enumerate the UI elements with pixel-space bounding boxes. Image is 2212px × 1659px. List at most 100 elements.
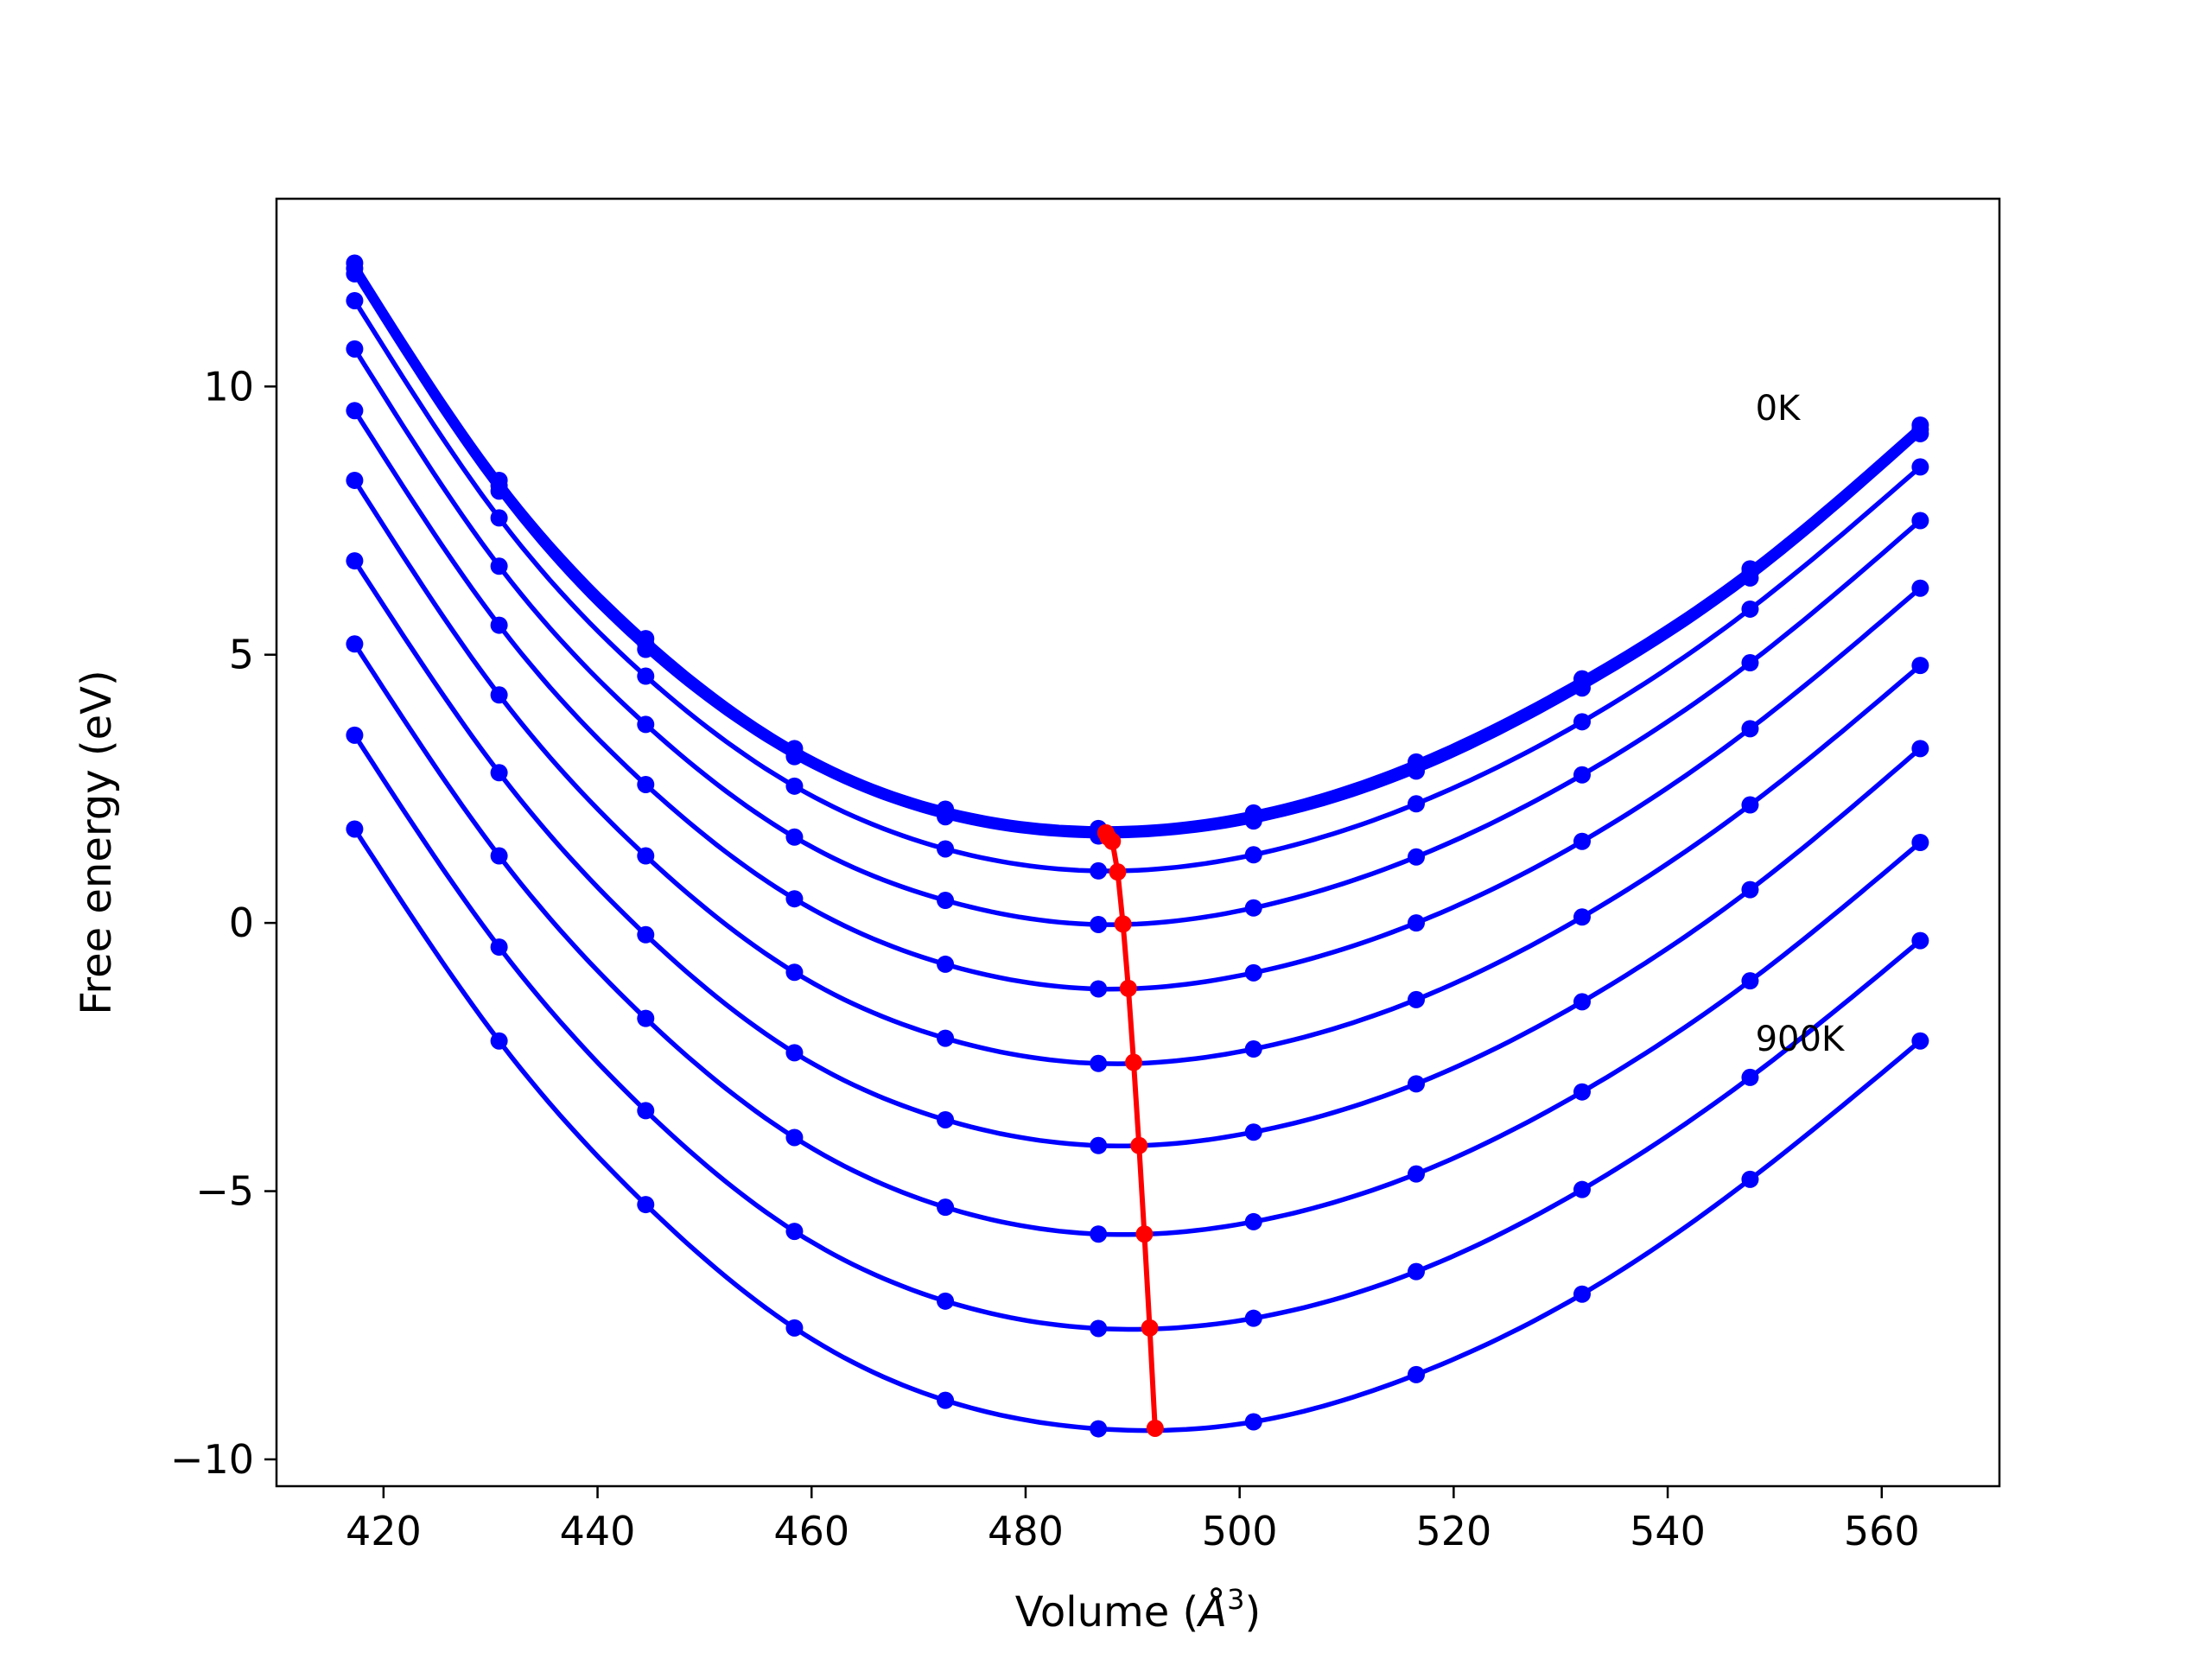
data-point: [785, 777, 804, 795]
data-point: [785, 890, 804, 908]
data-point: [637, 775, 655, 793]
data-point: [490, 509, 508, 527]
series-line: [353, 828, 1923, 1433]
data-point: [937, 955, 955, 973]
data-point: [1573, 679, 1591, 697]
data-point: [785, 1319, 804, 1337]
data-point: [346, 552, 364, 570]
minima-point: [1146, 1419, 1164, 1437]
data-point: [637, 715, 655, 734]
data-point: [1244, 963, 1262, 982]
data-point: [1741, 972, 1759, 990]
data-point: [1244, 899, 1262, 917]
x-axis-label: Volume (Å3): [1015, 1583, 1261, 1637]
data-point: [1408, 795, 1426, 813]
data-point: [1741, 796, 1759, 814]
y-axis-ticks: 10 5 0 −5 −10: [170, 363, 276, 1483]
data-point: [1090, 1136, 1108, 1154]
data-point: [1090, 980, 1108, 998]
data-point: [1090, 915, 1108, 933]
data-point: [1244, 846, 1262, 864]
minima-point: [1114, 915, 1132, 933]
data-point: [785, 963, 804, 982]
minima-point: [1109, 863, 1127, 881]
data-point: [1408, 1165, 1426, 1183]
data-point: [1573, 713, 1591, 731]
data-point: [1408, 990, 1426, 1008]
minima-point: [1125, 1053, 1143, 1071]
data-point: [637, 1009, 655, 1027]
x-axis-ticks: 420 440 460 480 500 520 540 560: [346, 1486, 1920, 1554]
data-point: [1911, 740, 1929, 758]
data-point: [1573, 766, 1591, 784]
data-point: [1408, 914, 1426, 932]
data-point: [346, 291, 364, 309]
data-point: [937, 1198, 955, 1217]
data-point: [1741, 1170, 1759, 1188]
y-tick-label: 0: [229, 899, 254, 946]
data-point: [637, 847, 655, 865]
data-point: [785, 828, 804, 846]
series-line: [353, 409, 1923, 992]
data-point: [1911, 834, 1929, 851]
x-tick-label: 520: [1415, 1508, 1491, 1554]
data-point: [490, 557, 508, 575]
data-point: [1244, 1123, 1262, 1141]
data-point: [785, 1128, 804, 1147]
data-point: [1911, 579, 1929, 597]
series-line: [353, 734, 1923, 1332]
series-line: [353, 272, 1923, 839]
data-point: [346, 726, 364, 744]
y-axis-label: Free energy (eV): [73, 670, 121, 1014]
data-point: [1911, 512, 1929, 530]
data-point: [637, 640, 655, 658]
data-point: [1573, 1083, 1591, 1101]
data-point: [1741, 880, 1759, 899]
data-point: [1911, 657, 1929, 675]
data-point: [785, 1223, 804, 1241]
minima-point: [1141, 1319, 1159, 1337]
series-line: [353, 267, 1923, 835]
data-point: [1911, 931, 1929, 950]
data-point: [937, 892, 955, 910]
data-point: [1573, 1285, 1591, 1303]
series-line: [353, 347, 1923, 927]
data-point: [1741, 1068, 1759, 1086]
data-point: [346, 471, 364, 489]
data-point: [1090, 1054, 1108, 1072]
data-point: [937, 808, 955, 826]
data-point: [490, 616, 508, 634]
temperature-annotation: 900K: [1756, 1020, 1846, 1059]
y-tick-label: −5: [195, 1168, 254, 1215]
data-point: [1408, 762, 1426, 780]
data-point: [1090, 1319, 1108, 1338]
data-point: [346, 820, 364, 838]
x-tick-label: 500: [1202, 1508, 1278, 1554]
data-point: [1911, 424, 1929, 442]
data-point: [346, 340, 364, 358]
data-point: [1741, 654, 1759, 672]
minima-point: [1119, 979, 1137, 997]
data-point: [637, 1102, 655, 1120]
data-point: [1573, 832, 1591, 850]
data-point: [785, 747, 804, 766]
data-point: [637, 925, 655, 944]
data-point: [1573, 1180, 1591, 1198]
data-point: [1408, 1075, 1426, 1093]
annotations: 0K 900K: [1756, 389, 1846, 1059]
data-point: [1408, 1262, 1426, 1281]
data-point: [490, 847, 508, 865]
series-line: [353, 262, 1923, 831]
data-point: [1244, 1212, 1262, 1230]
data-point: [937, 1110, 955, 1128]
data-point: [346, 635, 364, 653]
x-tick-label: 420: [346, 1508, 422, 1554]
data-point: [1573, 993, 1591, 1011]
x-tick-label: 480: [988, 1508, 1064, 1554]
data-point: [1244, 1413, 1262, 1431]
data-point: [490, 1032, 508, 1050]
data-point: [937, 1292, 955, 1310]
y-tick-label: 5: [229, 632, 254, 678]
data-point: [1090, 1225, 1108, 1243]
